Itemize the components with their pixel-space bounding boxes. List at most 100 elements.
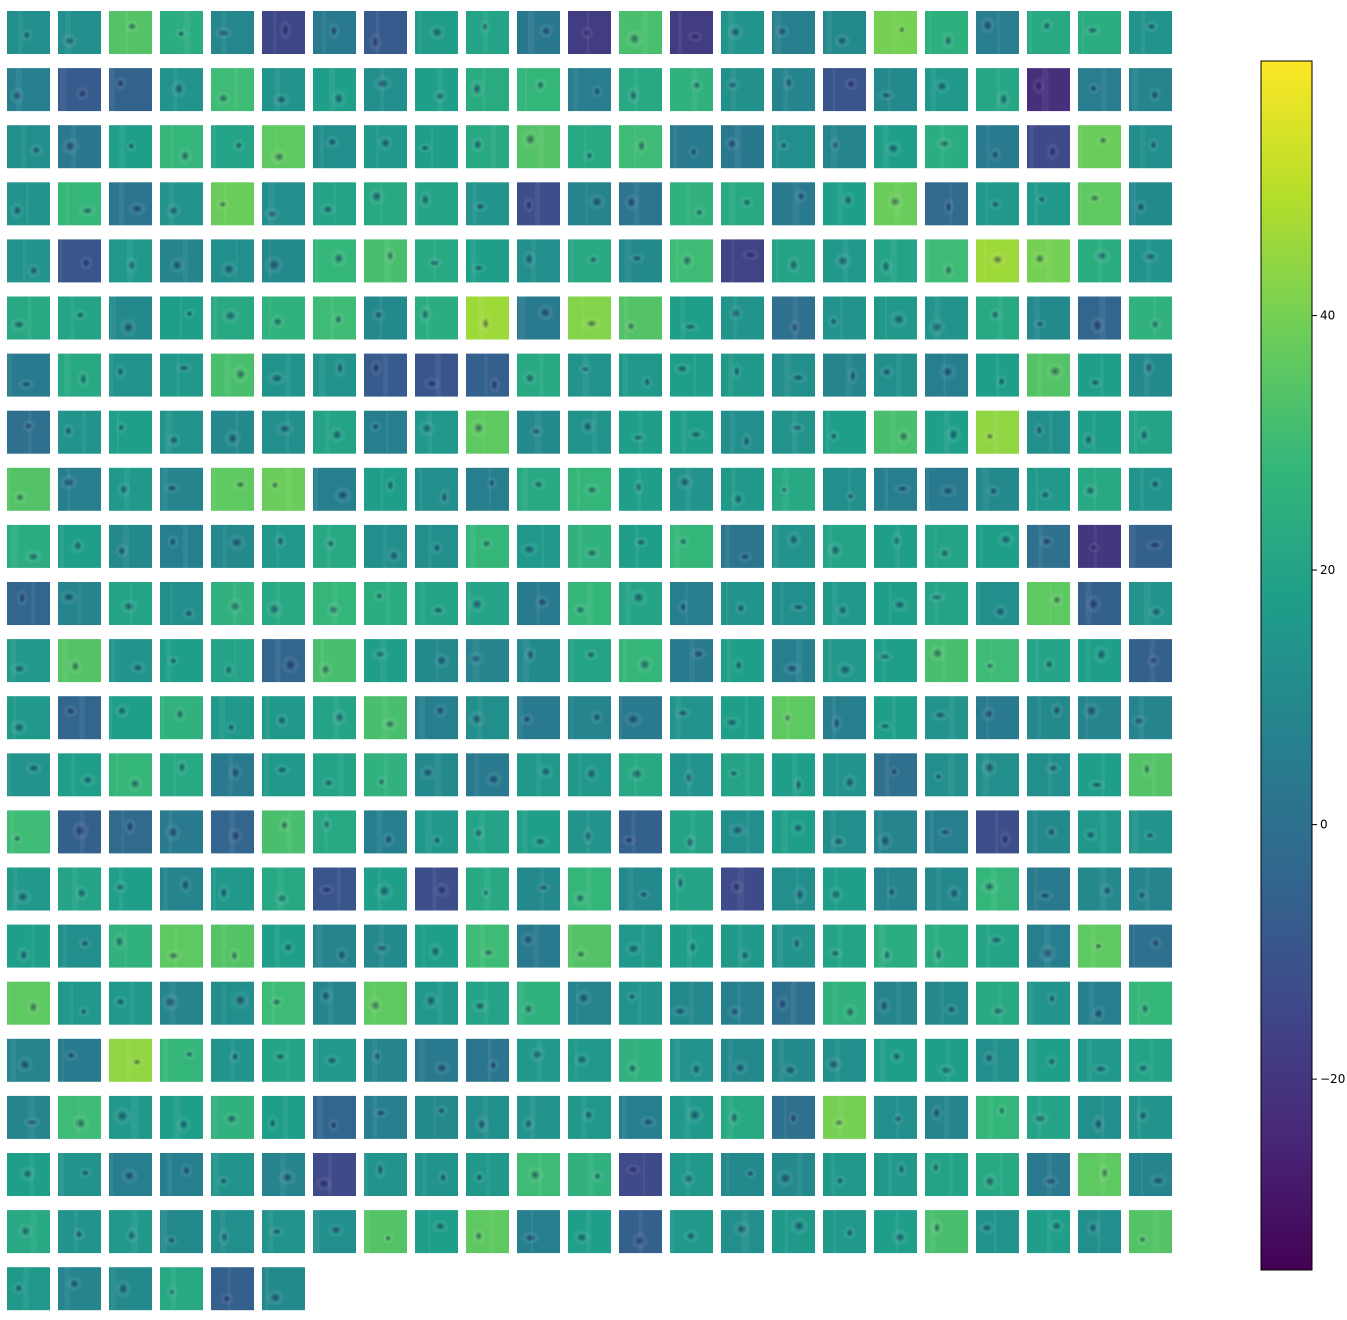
feature-map-panel <box>415 524 458 568</box>
feature-map-panel <box>721 524 764 568</box>
feature-map-panel <box>976 1153 1019 1196</box>
feature-map-panel <box>720 696 764 740</box>
feature-map-panel <box>823 1210 866 1254</box>
feature-map-panel <box>364 467 407 511</box>
feature-map-panel <box>160 1210 203 1254</box>
feature-map-panel <box>619 68 662 112</box>
feature-map-panel <box>721 1095 764 1139</box>
feature-map-panel <box>313 467 356 511</box>
feature-map-panel <box>211 867 254 911</box>
feature-map-panel <box>466 1095 509 1139</box>
feature-map-panel <box>517 582 560 625</box>
feature-map-panel <box>517 467 560 511</box>
feature-map-panel <box>1078 810 1121 854</box>
feature-map-panel <box>466 68 509 112</box>
feature-map-panel <box>1078 467 1121 511</box>
feature-map-panel <box>925 11 968 54</box>
feature-map-panel <box>925 981 968 1025</box>
feature-map-panel <box>619 125 662 169</box>
feature-map-panel <box>976 753 1019 797</box>
feature-map-panel <box>721 981 764 1025</box>
feature-map-panel <box>7 696 50 740</box>
feature-map-panel <box>517 1038 560 1082</box>
feature-map-panel <box>874 11 917 54</box>
feature-map-panel <box>1129 696 1172 740</box>
feature-map-panel <box>7 924 50 968</box>
feature-map-panel <box>415 125 458 169</box>
feature-map-panel <box>415 410 458 454</box>
feature-map-panel <box>466 353 509 397</box>
feature-map-panel <box>211 296 254 340</box>
feature-map-panel <box>7 810 50 854</box>
feature-map-panel <box>211 1095 254 1139</box>
feature-map-panel <box>568 867 611 911</box>
feature-map-panel <box>262 182 305 226</box>
feature-map-panel <box>109 68 152 112</box>
feature-map-panel <box>364 524 407 568</box>
feature-map-panel <box>109 125 152 169</box>
feature-map-panel <box>364 924 407 968</box>
feature-map-panel <box>823 11 866 54</box>
feature-map-panel <box>415 239 458 283</box>
feature-map-panel <box>466 1038 509 1082</box>
feature-map-panel <box>925 1210 968 1254</box>
feature-map-panel <box>925 410 968 454</box>
feature-map-panel <box>669 981 713 1025</box>
feature-map-panel <box>619 353 662 397</box>
feature-map-panel <box>925 1038 968 1082</box>
feature-map-panel <box>1027 1153 1070 1196</box>
feature-map-panel <box>1027 810 1070 854</box>
feature-map-panel <box>109 182 152 226</box>
feature-map-panel <box>517 182 560 226</box>
feature-map-panel <box>1129 182 1172 226</box>
feature-map-panel <box>1027 696 1070 740</box>
feature-map-panel <box>58 239 101 283</box>
feature-map-panel <box>874 410 917 454</box>
feature-map-panel <box>976 410 1019 454</box>
feature-map-panel <box>517 296 560 340</box>
feature-map-panel <box>109 867 152 911</box>
feature-map-panel <box>415 353 458 397</box>
feature-map-panel <box>58 1267 101 1311</box>
feature-map-panel <box>415 867 458 911</box>
feature-map-panel <box>670 810 713 854</box>
feature-map-panel <box>313 68 356 112</box>
feature-map-panel <box>211 182 254 226</box>
feature-map-panel <box>568 68 611 112</box>
feature-map-panel <box>415 639 458 683</box>
feature-map-panel <box>211 125 254 169</box>
feature-map-panel <box>1027 524 1070 568</box>
feature-map-panel <box>721 353 764 397</box>
feature-map-panel <box>364 981 407 1025</box>
feature-map-panel <box>1129 810 1172 854</box>
feature-map-panel <box>262 924 305 968</box>
feature-map-panel <box>976 182 1019 226</box>
feature-map-panel <box>7 125 50 169</box>
feature-map-panel <box>1129 296 1172 340</box>
feature-map-panel <box>772 810 815 854</box>
feature-map-panel <box>976 353 1019 397</box>
feature-map-panel <box>1129 68 1172 112</box>
feature-map-panel <box>211 524 254 568</box>
feature-map-panel <box>874 696 917 740</box>
feature-map-panel <box>670 125 713 169</box>
feature-map-panel <box>415 981 458 1025</box>
feature-map-panel <box>109 810 152 854</box>
feature-map-panel <box>364 1038 407 1082</box>
feature-map-panel <box>823 182 866 226</box>
feature-map-panel <box>7 524 50 568</box>
feature-map-panel <box>160 696 203 740</box>
feature-map-panel <box>415 1038 458 1082</box>
feature-map-panel <box>619 1095 662 1139</box>
feature-map-panel <box>517 696 560 740</box>
feature-map-panel <box>925 68 968 112</box>
feature-map-panel <box>670 182 713 226</box>
feature-map-panel <box>874 1153 917 1196</box>
feature-map-panel <box>364 353 407 397</box>
feature-map-panel <box>619 296 662 340</box>
feature-map-panel <box>1078 1038 1121 1082</box>
feature-map-panel <box>1027 981 1070 1025</box>
feature-map-panel <box>721 1038 764 1082</box>
feature-map-panel <box>925 296 968 340</box>
feature-map-panel <box>364 11 407 54</box>
